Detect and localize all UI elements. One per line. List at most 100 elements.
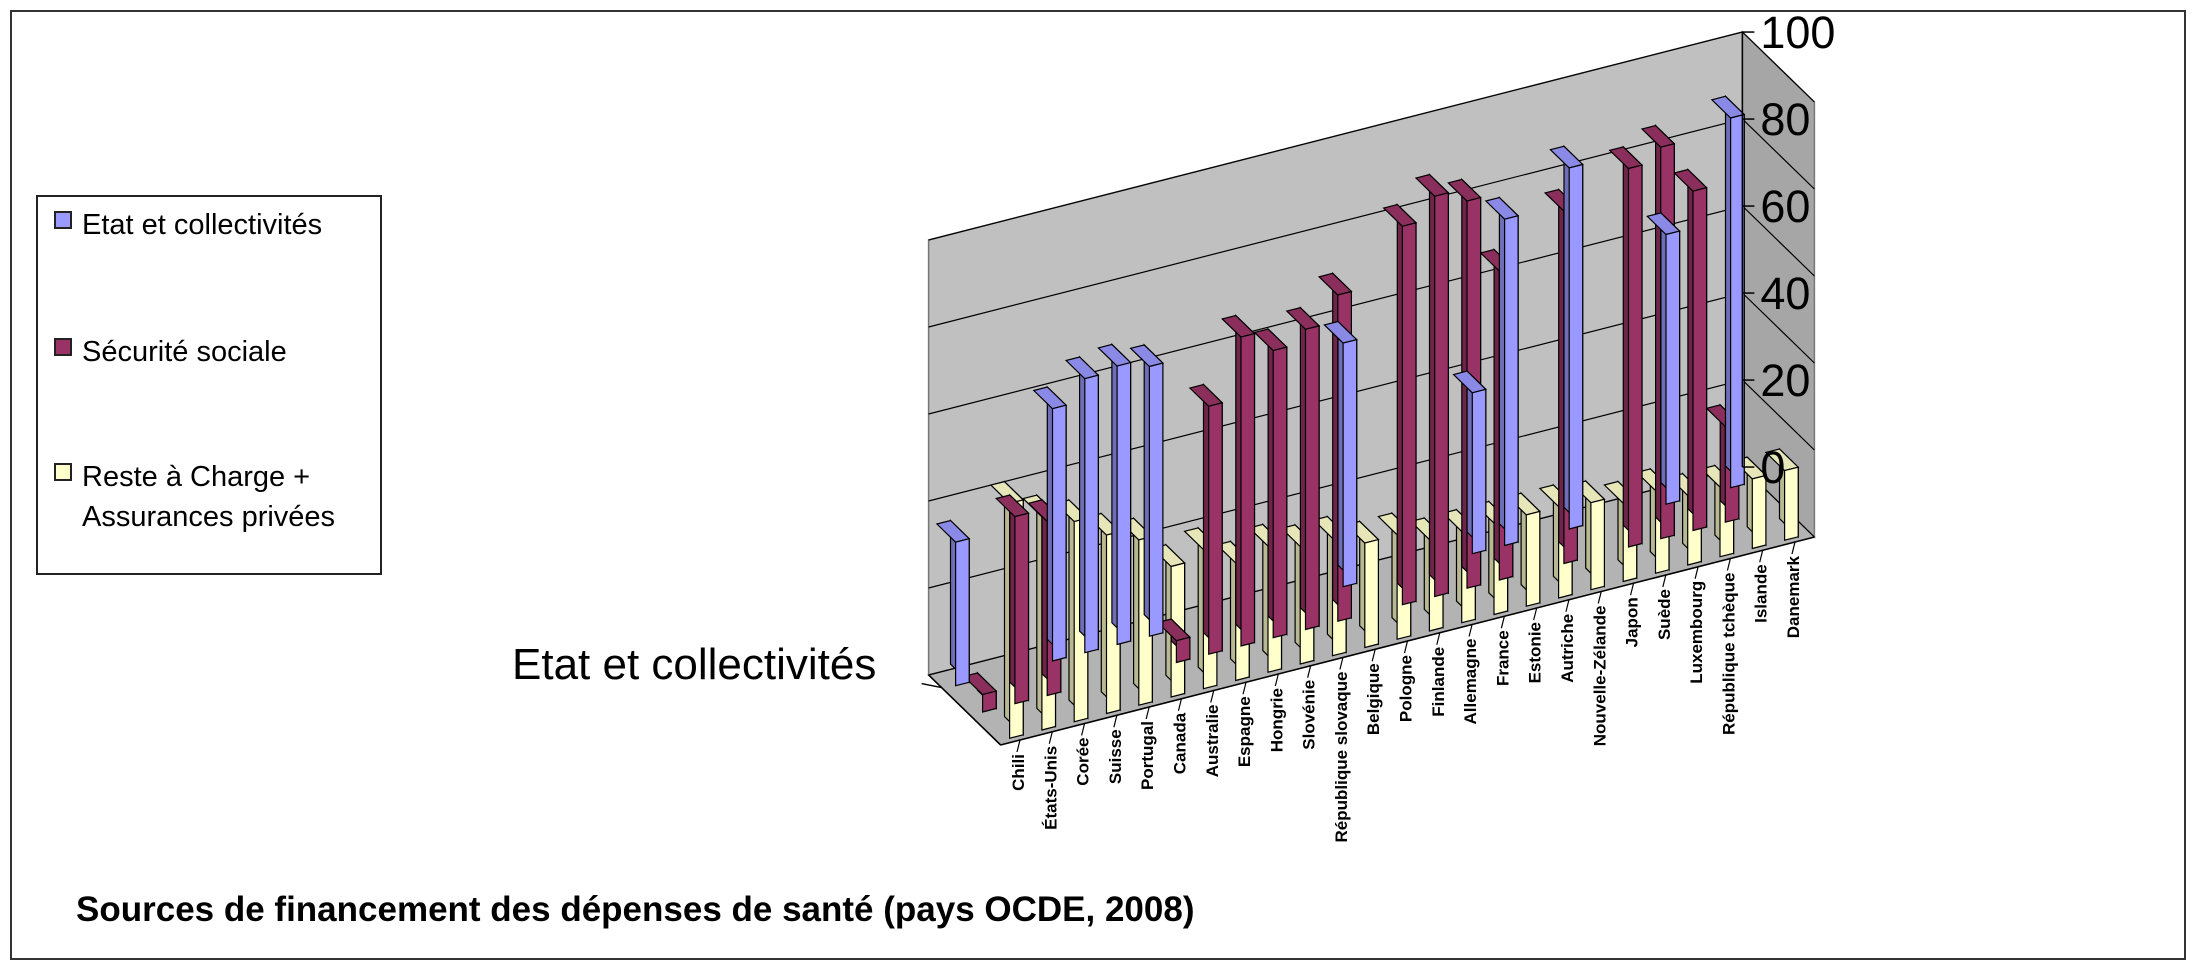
category-label: Australie [1203, 705, 1222, 778]
bar-mark [1608, 145, 1644, 548]
category-label: Corée [1074, 738, 1093, 786]
category-label: France [1493, 630, 1512, 686]
category-label: Portugal [1138, 721, 1157, 790]
value-tick-label: 40 [1760, 268, 1810, 319]
bar-mark [1097, 342, 1132, 646]
value-tick-label: 0 [1760, 442, 1785, 493]
category-label: Estonie [1526, 622, 1545, 683]
category-label: Luxembourg [1687, 581, 1706, 684]
bar-mark [1253, 327, 1288, 639]
bar-front [1272, 346, 1288, 639]
category-tick [1629, 583, 1635, 596]
category-label: Danemark [1784, 555, 1803, 638]
bar-mark [1156, 617, 1192, 664]
category-tick [1694, 566, 1699, 579]
category-label: Pologne [1397, 655, 1416, 722]
bar-mark [1414, 173, 1450, 598]
category-tick [1500, 616, 1505, 629]
value-tick-label: 20 [1760, 355, 1810, 406]
category-label: Suisse [1106, 729, 1125, 784]
legend-item-etat: Etat et collectivités [54, 205, 372, 245]
bar-front [1471, 388, 1487, 555]
category-tick [1048, 731, 1053, 744]
category-tick [1468, 624, 1473, 637]
category-tick [1597, 591, 1602, 604]
legend-label-reste-a-charge: Reste à Charge + Assurances privées [82, 461, 336, 533]
category-tick [1436, 632, 1441, 645]
category-tick [1759, 550, 1764, 563]
bar-mark [1452, 369, 1487, 555]
bar-front [1783, 466, 1799, 541]
bar-mark [1764, 447, 1800, 541]
bar-front [1240, 332, 1256, 647]
category-tick [1081, 723, 1086, 736]
category-tick [1565, 599, 1570, 612]
legend-swatch-securite-sociale [54, 338, 72, 356]
bar-front [1692, 186, 1708, 532]
bar-mark [1032, 385, 1068, 662]
bar-mark [935, 519, 971, 687]
bar-front [1401, 222, 1417, 606]
legend-item-reste-a-charge: Reste à Charge + Assurances privées [54, 457, 372, 537]
bar-mark [1484, 196, 1520, 547]
bar-front [1148, 362, 1164, 637]
bar-mark [1064, 355, 1100, 654]
bar-mark [1549, 144, 1584, 530]
bar-front [1084, 374, 1099, 654]
category-label: République tchèque [1719, 573, 1738, 735]
bar-front [1434, 192, 1449, 598]
bar-front [1175, 636, 1191, 664]
bar-mark [1710, 94, 1746, 489]
bar-mark [1506, 491, 1541, 607]
category-label: Japon [1623, 597, 1642, 647]
bar-front [954, 537, 970, 687]
bar-mark [1285, 306, 1321, 631]
category-tick [1533, 607, 1538, 621]
category-label: Canada [1171, 712, 1190, 774]
bar-front [1568, 163, 1584, 530]
category-label: Nouvelle-Zélande [1590, 606, 1609, 747]
category-label: États-Unis [1041, 746, 1060, 830]
legend-swatch-reste-a-charge [54, 463, 72, 481]
category-label: Allemagne [1461, 639, 1480, 725]
bar-front [1014, 512, 1030, 705]
depth-axis-label: Etat et collectivités [512, 640, 877, 689]
chart-legend: Etat et collectivités Sécurité sociale R… [36, 195, 382, 575]
bar-mark [1646, 211, 1681, 505]
category-tick [1177, 698, 1183, 711]
bar-front [1051, 404, 1067, 662]
category-label: Slovénie [1300, 680, 1319, 750]
category-label: Espagne [1235, 696, 1254, 767]
category-tick [1339, 657, 1344, 670]
category-tick [1403, 640, 1409, 654]
bar-front [1116, 361, 1132, 646]
bar-mark [962, 671, 998, 713]
bar-mark [1221, 314, 1256, 647]
bar-mark [1732, 455, 1768, 550]
bar-mark [1344, 519, 1380, 649]
chart-title: Sources de financement des dépenses de s… [76, 890, 1195, 929]
category-label: Chili [1009, 754, 1028, 791]
legend-item-securite-sociale: Sécurité sociale [54, 332, 372, 372]
bar-front [1304, 325, 1320, 631]
category-tick [1145, 706, 1150, 720]
legend-swatch-etat [54, 211, 72, 229]
bar-front [1751, 474, 1767, 550]
value-tick-label: 60 [1760, 181, 1810, 232]
category-label: Islande [1752, 564, 1771, 623]
category-label: Hongrie [1267, 688, 1286, 752]
category-tick [1210, 690, 1215, 703]
value-tick-label: 80 [1760, 94, 1810, 145]
bar-front [1627, 164, 1643, 548]
bar-front [1503, 215, 1519, 547]
bar-mark [1129, 343, 1165, 637]
category-tick [1791, 541, 1796, 555]
bar-front [1208, 402, 1223, 655]
bar-front [981, 690, 997, 713]
bar-front [1364, 538, 1380, 649]
category-label: Finlande [1429, 647, 1448, 717]
category-label: République slovaque [1332, 672, 1351, 843]
bar-front [1525, 510, 1541, 607]
bar-mark [1323, 320, 1358, 588]
